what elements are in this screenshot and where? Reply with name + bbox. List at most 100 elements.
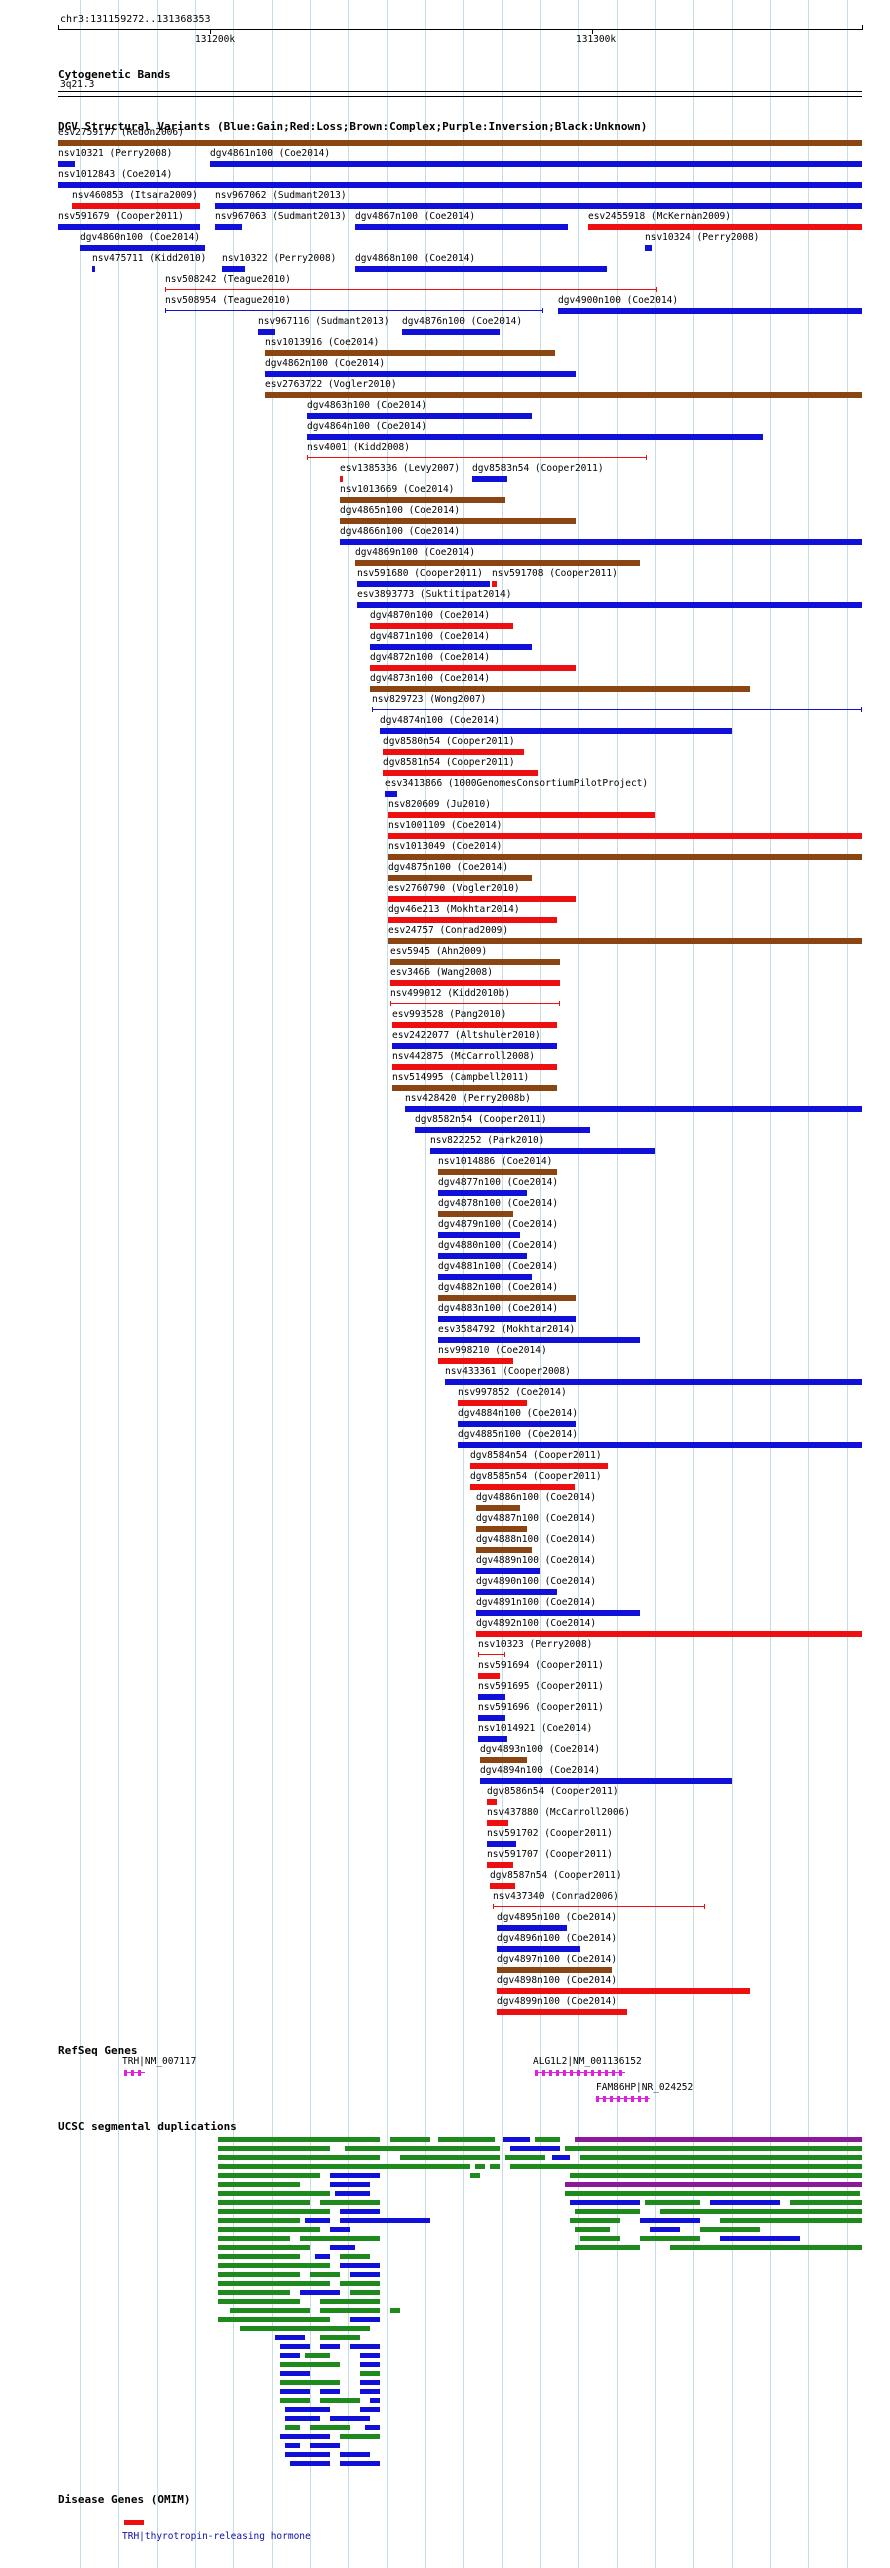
variant-bar[interactable] — [258, 329, 275, 335]
variant-label[interactable]: nsv10321 (Perry2008) — [58, 148, 173, 159]
segdup-block[interactable] — [218, 2218, 300, 2223]
segdup-block[interactable] — [285, 2443, 300, 2448]
segdup-block[interactable] — [305, 2353, 330, 2358]
segdup-block[interactable] — [305, 2218, 330, 2223]
variant-label[interactable]: nsv591694 (Cooper2011) — [478, 1660, 604, 1671]
variant-label[interactable]: dgv4869n100 (Coe2014) — [355, 547, 476, 558]
segdup-block[interactable] — [700, 2227, 760, 2232]
segdup-block[interactable] — [390, 2137, 430, 2142]
variant-label[interactable]: dgv4887n100 (Coe2014) — [476, 1513, 597, 1524]
variant-label[interactable]: nsv433361 (Cooper2008) — [445, 1366, 571, 1377]
segdup-block[interactable] — [438, 2137, 495, 2142]
segdup-block[interactable] — [720, 2236, 800, 2241]
segdup-block[interactable] — [240, 2326, 370, 2331]
segdup-block[interactable] — [575, 2137, 862, 2142]
variant-bar[interactable] — [470, 1484, 575, 1490]
variant-bar[interactable] — [470, 1463, 608, 1469]
variant-label[interactable]: nsv437340 (Conrad2006) — [493, 1891, 619, 1902]
segdup-block[interactable] — [390, 2308, 400, 2313]
segdup-block[interactable] — [330, 2245, 355, 2250]
variant-label[interactable]: dgv4891n100 (Coe2014) — [476, 1597, 597, 1608]
variant-label[interactable]: dgv46e213 (Mokhtar2014) — [388, 904, 520, 915]
segdup-block[interactable] — [280, 2344, 310, 2349]
variant-bar[interactable] — [497, 1967, 612, 1973]
variant-bar[interactable] — [493, 1906, 705, 1907]
variant-label[interactable]: nsv1012843 (Coe2014) — [58, 169, 173, 180]
segdup-block[interactable] — [218, 2146, 330, 2151]
variant-bar[interactable] — [72, 203, 200, 209]
variant-bar[interactable] — [480, 1778, 732, 1784]
variant-bar[interactable] — [487, 1799, 497, 1805]
segdup-block[interactable] — [280, 2362, 340, 2367]
segdup-block[interactable] — [340, 2218, 430, 2223]
variant-label[interactable]: dgv8585n54 (Cooper2011) — [470, 1471, 602, 1482]
variant-label[interactable]: dgv4886n100 (Coe2014) — [476, 1492, 597, 1503]
variant-label[interactable]: dgv4894n100 (Coe2014) — [480, 1765, 601, 1776]
variant-bar[interactable] — [490, 1883, 515, 1889]
segdup-block[interactable] — [470, 2173, 480, 2178]
segdup-block[interactable] — [790, 2200, 862, 2205]
variant-bar[interactable] — [307, 457, 647, 458]
segdup-block[interactable] — [290, 2461, 330, 2466]
variant-label[interactable]: dgv4864n100 (Coe2014) — [307, 421, 428, 432]
variant-label[interactable]: dgv4898n100 (Coe2014) — [497, 1975, 618, 1986]
variant-bar[interactable] — [438, 1253, 527, 1259]
variant-bar[interactable] — [357, 602, 862, 608]
segdup-block[interactable] — [280, 2389, 310, 2394]
variant-bar[interactable] — [497, 2009, 627, 2015]
variant-bar[interactable] — [388, 833, 862, 839]
variant-label[interactable]: nsv967063 (Sudmant2013) — [215, 211, 347, 222]
segdup-block[interactable] — [320, 2398, 360, 2403]
segdup-block[interactable] — [335, 2191, 370, 2196]
segdup-block[interactable] — [475, 2164, 485, 2169]
segdup-block[interactable] — [285, 2425, 300, 2430]
variant-label[interactable]: nsv1013916 (Coe2014) — [265, 337, 380, 348]
variant-label[interactable]: dgv4867n100 (Coe2014) — [355, 211, 476, 222]
refseq-gene-intron[interactable] — [596, 2098, 650, 2099]
segdup-block[interactable] — [275, 2335, 305, 2340]
variant-bar[interactable] — [370, 644, 532, 650]
variant-bar[interactable] — [265, 371, 576, 377]
segdup-block[interactable] — [320, 2389, 340, 2394]
variant-label[interactable]: nsv508242 (Teague2010) — [165, 274, 291, 285]
segdup-block[interactable] — [310, 2443, 340, 2448]
segdup-block[interactable] — [350, 2272, 380, 2277]
variant-bar[interactable] — [92, 266, 95, 272]
segdup-block[interactable] — [285, 2416, 320, 2421]
segdup-block[interactable] — [218, 2182, 300, 2187]
segdup-block[interactable] — [510, 2146, 560, 2151]
variant-label[interactable]: nsv822252 (Park2010) — [430, 1135, 545, 1146]
variant-label[interactable]: nsv460853 (Itsara2009) — [72, 190, 198, 201]
variant-label[interactable]: nsv499012 (Kidd2010b) — [390, 988, 511, 999]
variant-label[interactable]: dgv4872n100 (Coe2014) — [370, 652, 491, 663]
variant-bar[interactable] — [357, 581, 490, 587]
variant-bar[interactable] — [388, 938, 862, 944]
segdup-block[interactable] — [660, 2209, 862, 2214]
segdup-block[interactable] — [280, 2398, 310, 2403]
segdup-block[interactable] — [505, 2155, 545, 2160]
variant-bar[interactable] — [355, 266, 607, 272]
variant-label[interactable]: dgv8581n54 (Cooper2011) — [383, 757, 515, 768]
variant-label[interactable]: dgv4862n100 (Coe2014) — [265, 358, 386, 369]
variant-bar[interactable] — [383, 770, 538, 776]
variant-bar[interactable] — [388, 896, 576, 902]
segdup-block[interactable] — [230, 2308, 310, 2313]
variant-label[interactable]: dgv4860n100 (Coe2014) — [80, 232, 201, 243]
variant-label[interactable]: dgv4876n100 (Coe2014) — [402, 316, 523, 327]
segdup-block[interactable] — [490, 2164, 500, 2169]
variant-label[interactable]: esv2422077 (Altshuler2010) — [392, 1030, 541, 1041]
variant-bar[interactable] — [80, 245, 205, 251]
variant-label[interactable]: dgv4900n100 (Coe2014) — [558, 295, 679, 306]
segdup-block[interactable] — [580, 2236, 620, 2241]
segdup-block[interactable] — [218, 2245, 310, 2250]
variant-label[interactable]: nsv967062 (Sudmant2013) — [215, 190, 347, 201]
segdup-block[interactable] — [285, 2407, 330, 2412]
variant-label[interactable]: nsv591696 (Cooper2011) — [478, 1702, 604, 1713]
variant-label[interactable]: dgv4897n100 (Coe2014) — [497, 1954, 618, 1965]
variant-bar[interactable] — [438, 1295, 576, 1301]
variant-bar[interactable] — [392, 1043, 557, 1049]
variant-label[interactable]: esv2759177 (Redon2006) — [58, 127, 184, 138]
variant-label[interactable]: nsv997852 (Coe2014) — [458, 1387, 567, 1398]
segdup-block[interactable] — [510, 2164, 862, 2169]
segdup-block[interactable] — [280, 2353, 300, 2358]
